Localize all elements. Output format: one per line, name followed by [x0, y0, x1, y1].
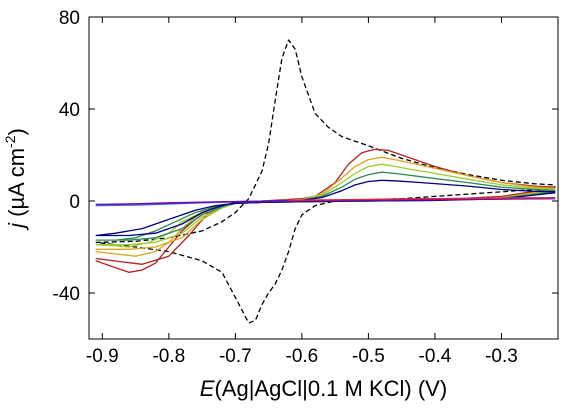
x-tick-label: -0.4	[419, 346, 452, 367]
series-line-6	[95, 179, 556, 237]
y-axis-label-superscript: -2	[2, 135, 18, 148]
y-tick-label: 0	[69, 192, 80, 213]
y-axis-label-close: )	[4, 128, 29, 135]
x-axis-label-symbol: E	[200, 376, 215, 401]
y-tick-label: 40	[59, 100, 80, 121]
series-layer	[95, 39, 556, 324]
x-tick-label: -0.7	[219, 346, 252, 367]
x-tick-label: -0.3	[485, 346, 518, 367]
y-axis-label-symbol: j	[4, 222, 29, 231]
y-tick-label: -40	[53, 284, 80, 305]
x-axis-label-text: (Ag|AgCl|0.1 M KCl) (V)	[214, 376, 447, 401]
series-line-1	[95, 39, 556, 324]
y-axis-label-text: (µA cm	[4, 148, 29, 223]
x-tick-label: -0.8	[152, 346, 185, 367]
x-tick-label: -0.6	[286, 346, 319, 367]
y-tick-label: 80	[59, 8, 80, 29]
y-axis-label: j (µA cm-2)	[2, 128, 29, 231]
ticks-layer: -0.9 -0.8 -0.7 -0.6 -0.5 -0.4 -0.3 -40 0 40 80	[53, 8, 558, 367]
series-line-2	[95, 148, 556, 273]
series-line-3	[95, 156, 556, 257]
x-axis-label: E(Ag|AgCl|0.1 M KCl) (V)	[200, 376, 447, 401]
series-line-9	[288, 197, 555, 201]
x-tick-label: -0.5	[352, 346, 385, 367]
x-tick-label: -0.9	[86, 346, 119, 367]
plot-frame	[88, 16, 559, 340]
